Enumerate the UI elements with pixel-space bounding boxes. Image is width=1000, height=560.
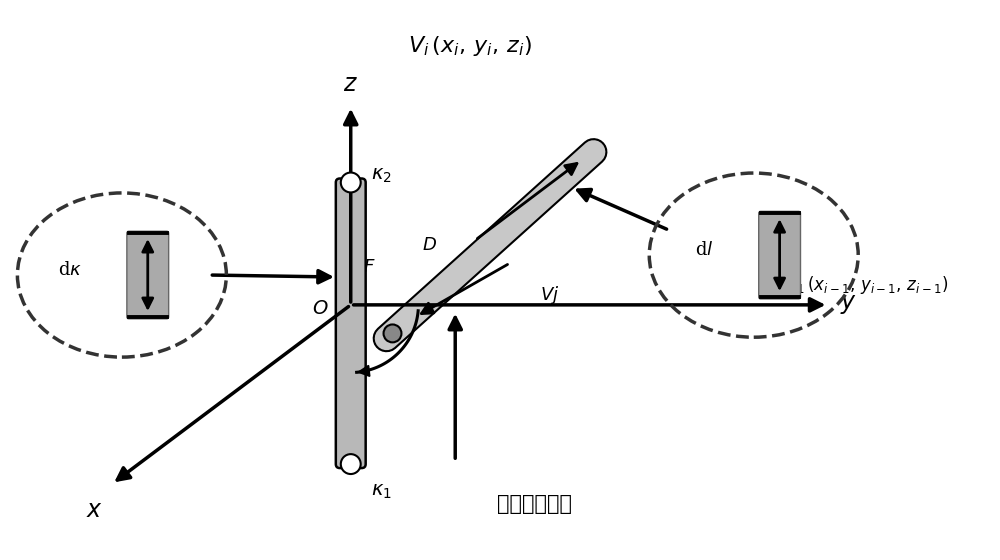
Text: $Vj$: $Vj$ (540, 284, 559, 306)
Text: d$\kappa$: d$\kappa$ (58, 261, 82, 279)
Text: $z$: $z$ (343, 73, 358, 96)
FancyBboxPatch shape (759, 211, 801, 299)
Text: $O$: $O$ (312, 300, 329, 318)
Circle shape (341, 454, 361, 474)
Text: 两个载流导体: 两个载流导体 (497, 494, 572, 514)
FancyBboxPatch shape (336, 179, 366, 468)
Text: $y$: $y$ (840, 293, 857, 316)
Text: $F$: $F$ (363, 258, 375, 276)
Circle shape (341, 172, 361, 193)
Circle shape (384, 324, 401, 342)
Text: $D$: $D$ (422, 236, 437, 254)
Text: $\kappa_1$: $\kappa_1$ (371, 483, 392, 501)
Text: $V_{i-1}\,(x_{i-1},\,y_{i-1},\,z_{i-1})$: $V_{i-1}\,(x_{i-1},\,y_{i-1},\,z_{i-1})$ (768, 274, 948, 296)
Text: $V_i\,(x_i,\,y_i,\,z_i)$: $V_i\,(x_i,\,y_i,\,z_i)$ (408, 34, 532, 58)
Text: $\kappa_2$: $\kappa_2$ (371, 166, 391, 185)
Text: d$l$: d$l$ (695, 241, 713, 259)
Text: $x$: $x$ (86, 499, 102, 522)
FancyBboxPatch shape (127, 231, 169, 319)
